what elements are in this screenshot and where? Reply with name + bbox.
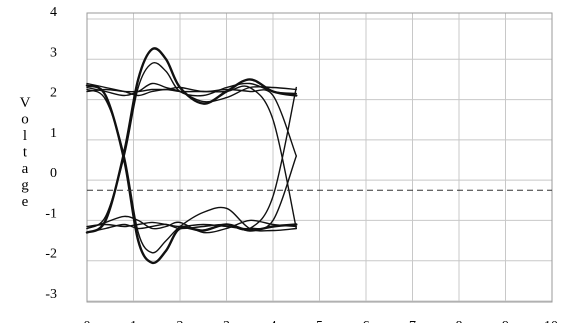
x-tick-label: 4	[270, 319, 277, 323]
signal-trace	[86, 82, 297, 230]
y-axis-label-char: l	[23, 128, 27, 144]
y-tick-label: 4	[50, 5, 57, 20]
y-tick-labels: 4 3 2 1 0 -1 -2 -3	[45, 5, 57, 302]
signal-trace	[86, 61, 297, 230]
y-axis-label-char: g	[21, 178, 29, 194]
y-axis-label-char: a	[22, 161, 29, 177]
y-axis-label-char: t	[23, 145, 28, 161]
y-tick-label: 3	[50, 45, 57, 60]
x-tick-label: 2	[177, 319, 184, 323]
x-tick-label: 5	[316, 319, 323, 323]
x-tick-label: 7	[409, 319, 416, 323]
x-tick-label: 3	[223, 319, 230, 323]
y-tick-label: 2	[50, 86, 57, 101]
y-axis-label-char: V	[20, 95, 31, 111]
x-tick-label: 1	[130, 319, 137, 323]
y-axis-label-char: e	[22, 194, 29, 210]
y-tick-label: -2	[45, 247, 57, 262]
x-tick-label: 9	[502, 319, 509, 323]
signal-traces	[85, 47, 298, 265]
y-tick-label: -1	[45, 206, 57, 221]
x-tick-labels: 0 1 2 3 4 5 6 7 8 9 10ns	[84, 319, 571, 323]
y-tick-label: -3	[45, 287, 57, 302]
y-tick-label: 1	[50, 126, 57, 141]
signal-trace	[86, 86, 297, 234]
signal-trace	[86, 155, 297, 230]
signal-trace	[85, 84, 298, 265]
signal-trace	[85, 47, 298, 234]
grid-lines	[86, 13, 553, 302]
plot-frame	[86, 12, 553, 303]
x-tick-label: 8	[456, 319, 463, 323]
x-tick-label: 10ns	[544, 319, 570, 323]
signal-trace	[86, 215, 297, 234]
y-tick-label: 0	[50, 166, 57, 181]
x-tick-label: 0	[84, 319, 91, 323]
y-axis-label-char: o	[21, 112, 29, 128]
signal-trace	[86, 82, 297, 103]
x-tick-label: 6	[363, 319, 370, 323]
